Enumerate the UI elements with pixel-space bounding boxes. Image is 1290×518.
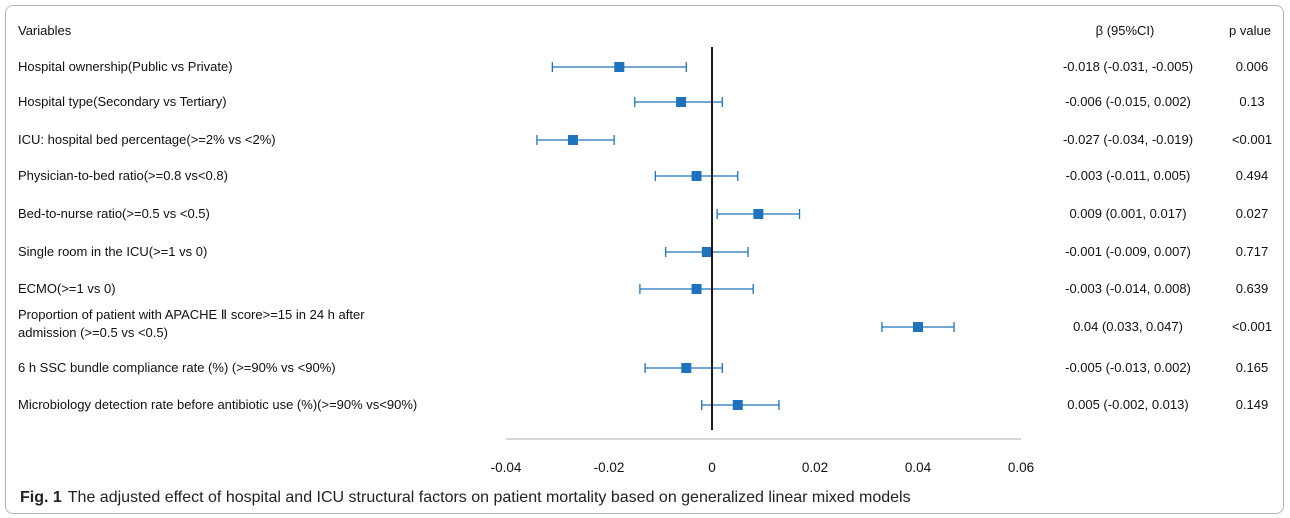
estimate-marker	[732, 400, 743, 410]
forest-row: Proportion of patient with APACHE Ⅱ scor…	[18, 307, 1272, 340]
forest-row: ICU: hospital bed percentage(>=2% vs <2%…	[18, 132, 1272, 147]
caption-text: The adjusted effect of hospital and ICU …	[67, 489, 911, 506]
variable-label: 6 h SSC bundle compliance rate (%) (>=90…	[18, 360, 336, 375]
p-value: 0.717	[1236, 244, 1269, 259]
variable-label: admission (>=0.5 vs <0.5)	[18, 325, 168, 340]
figure-frame	[5, 5, 1284, 514]
estimate-marker	[753, 209, 764, 219]
variable-label: Bed-to-nurse ratio(>=0.5 vs <0.5)	[18, 206, 210, 221]
beta-ci-value: -0.006 (-0.015, 0.002)	[1065, 94, 1191, 109]
estimate-marker	[913, 322, 923, 332]
estimate-marker	[691, 284, 702, 294]
estimate-marker	[567, 135, 578, 145]
p-value: 0.639	[1236, 281, 1269, 296]
forest-row: Hospital type(Secondary vs Tertiary) -0.0…	[18, 94, 1265, 109]
x-tick-label: 0.04	[905, 460, 932, 475]
variable-label: ECMO(>=1 vs 0)	[18, 281, 116, 296]
estimate-marker	[614, 62, 625, 72]
estimate-marker	[701, 247, 712, 257]
figure-caption: Fig. 1 The adjusted effect of hospital an…	[20, 489, 1270, 507]
p-value: 0.027	[1236, 206, 1269, 221]
forest-row: Physician-to-bed ratio(>=0.8 vs<0.8) -0.0…	[18, 168, 1268, 183]
x-axis: -0.04 -0.02 0 0.02 0.04 0.06	[491, 47, 1034, 475]
variable-label: Microbiology detection rate before antib…	[18, 397, 417, 412]
caption-label: Fig. 1	[20, 489, 62, 506]
p-value: <0.001	[1232, 319, 1272, 334]
p-value: 0.149	[1236, 397, 1269, 412]
x-tick-label: 0.06	[1008, 460, 1034, 475]
forest-row: ECMO(>=1 vs 0) -0.003 (-0.014, 0.008) 0.63…	[18, 281, 1268, 296]
p-value: 0.13	[1239, 94, 1264, 109]
variable-label: Single room in the ICU(>=1 vs 0)	[18, 244, 207, 259]
forest-row: Bed-to-nurse ratio(>=0.5 vs <0.5) 0.009 (…	[18, 206, 1268, 221]
variable-label: ICU: hospital bed percentage(>=2% vs <2%…	[18, 132, 276, 147]
forest-plot: Variables β (95%CI) p value Hospital own…	[18, 23, 1272, 475]
beta-ci-value: 0.005 (-0.002, 0.013)	[1067, 397, 1188, 412]
forest-row: Single room in the ICU(>=1 vs 0) -0.001 (…	[18, 244, 1268, 259]
p-value: 0.165	[1236, 360, 1269, 375]
x-tick-label: 0	[708, 460, 716, 475]
x-tick-label: -0.02	[594, 460, 625, 475]
estimate-marker	[691, 171, 702, 181]
beta-ci-value: -0.027 (-0.034, -0.019)	[1063, 132, 1193, 147]
estimate-marker	[681, 363, 692, 373]
beta-ci-value: -0.001 (-0.009, 0.007)	[1065, 244, 1191, 259]
header-variables: Variables	[18, 23, 72, 38]
forest-row: Microbiology detection rate before antib…	[18, 397, 1268, 412]
beta-ci-value: -0.003 (-0.014, 0.008)	[1065, 281, 1191, 296]
variable-label: Physician-to-bed ratio(>=0.8 vs<0.8)	[18, 168, 228, 183]
forest-row: Hospital ownership(Public vs Private) -0.…	[18, 59, 1268, 74]
header-beta: β (95%CI)	[1096, 23, 1155, 38]
x-tick-label: -0.04	[491, 460, 522, 475]
p-value: 0.494	[1236, 168, 1269, 183]
variable-label: Hospital type(Secondary vs Tertiary)	[18, 94, 227, 109]
beta-ci-value: -0.003 (-0.011, 0.005)	[1066, 168, 1191, 183]
beta-ci-value: 0.009 (0.001, 0.017)	[1069, 206, 1186, 221]
forest-rows: Hospital ownership(Public vs Private) -0.…	[18, 59, 1272, 412]
beta-ci-value: 0.04 (0.033, 0.047)	[1073, 319, 1183, 334]
x-tick-label: 0.02	[802, 460, 828, 475]
beta-ci-value: -0.005 (-0.013, 0.002)	[1065, 360, 1191, 375]
variable-label: Hospital ownership(Public vs Private)	[18, 59, 233, 74]
p-value: 0.006	[1236, 59, 1269, 74]
p-value: <0.001	[1232, 132, 1272, 147]
beta-ci-value: -0.018 (-0.031, -0.005)	[1063, 59, 1193, 74]
header-p-value: p value	[1229, 23, 1271, 38]
forest-row: 6 h SSC bundle compliance rate (%) (>=90…	[18, 360, 1268, 375]
variable-label: Proportion of patient with APACHE Ⅱ scor…	[18, 307, 365, 322]
estimate-marker	[676, 97, 687, 107]
